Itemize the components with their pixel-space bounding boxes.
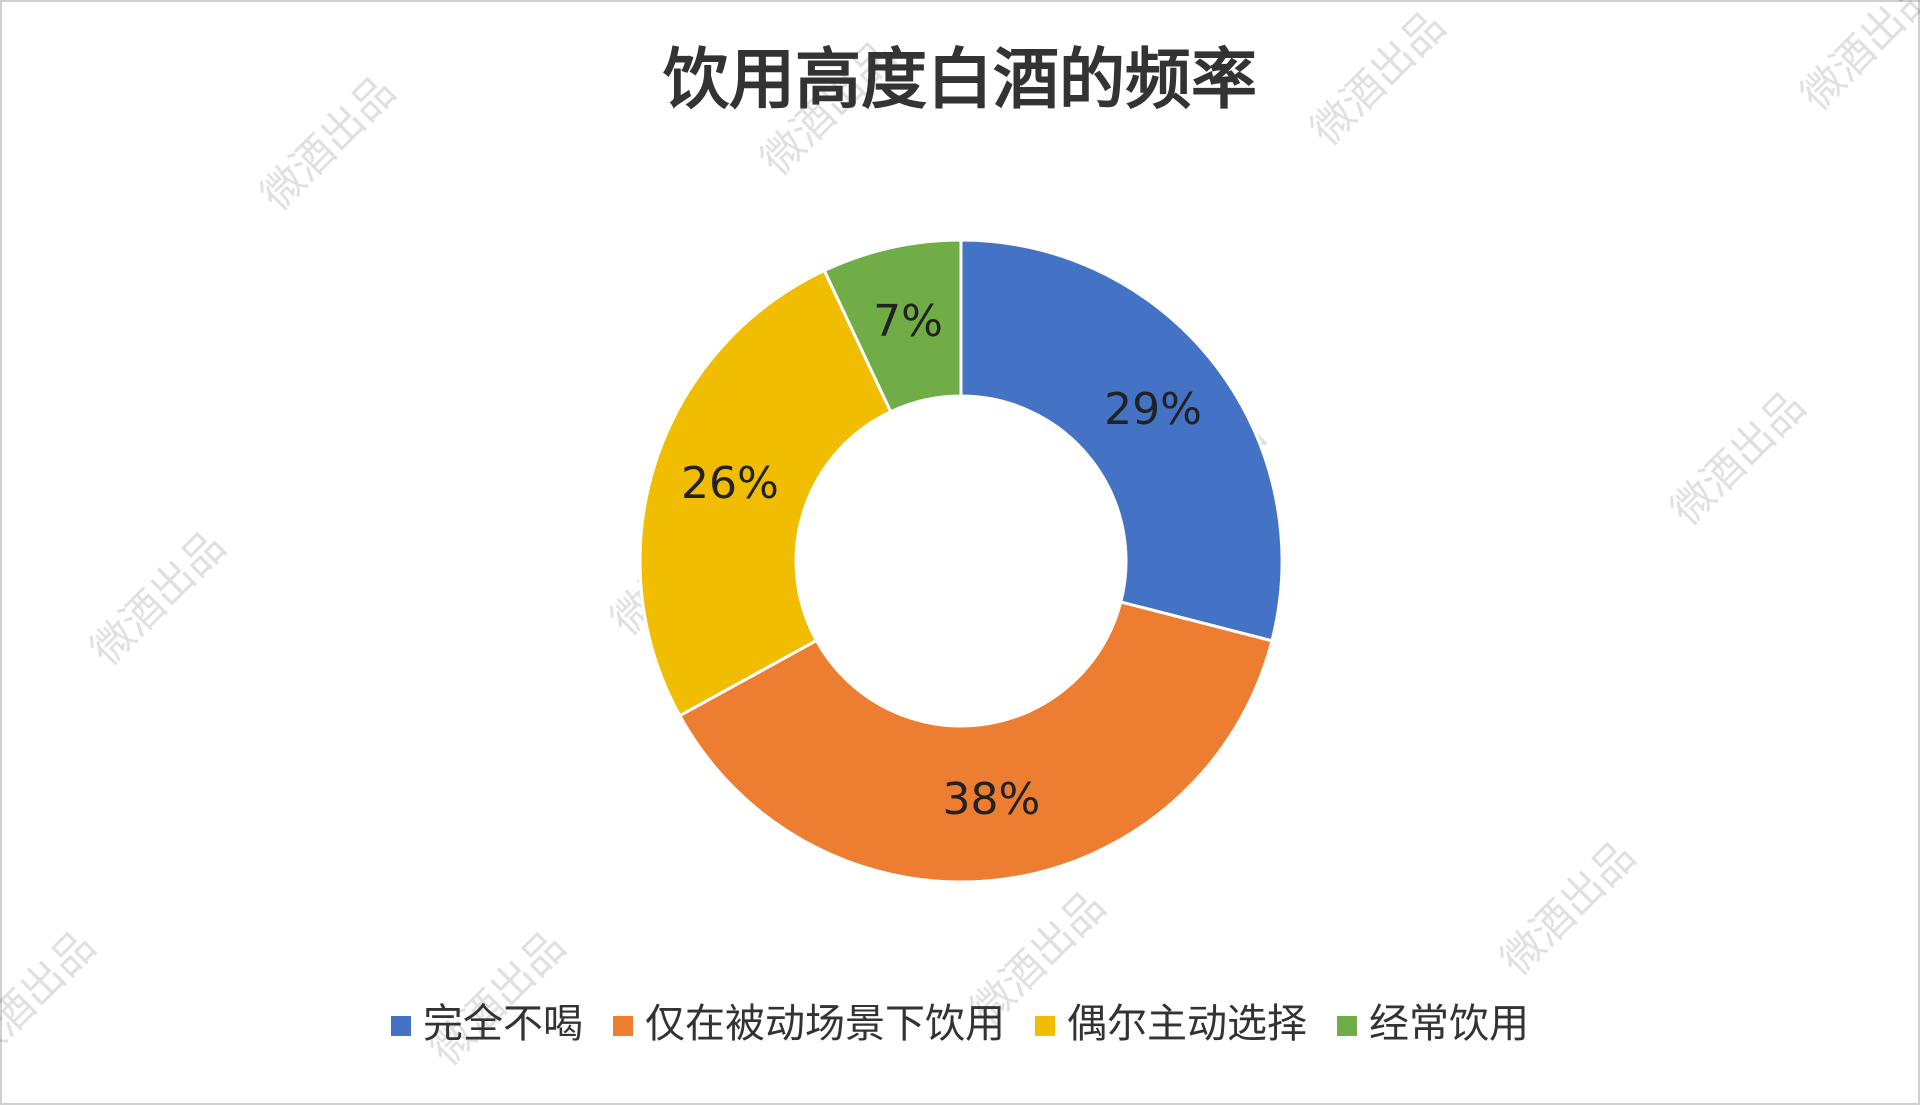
donut-slice (677, 600, 1274, 884)
legend-marker (391, 1016, 411, 1036)
data-label: 29% (1104, 384, 1202, 435)
legend-marker (1035, 1016, 1055, 1036)
legend-marker (613, 1016, 633, 1036)
legend-label: 完全不喝 (423, 1001, 583, 1047)
legend-label: 偶尔主动选择 (1067, 1001, 1307, 1047)
legend-label: 仅在被动场景下饮用 (645, 1001, 1005, 1047)
donut-slice (822, 238, 963, 414)
legend-marker (1337, 1016, 1357, 1036)
legend-label: 经常饮用 (1369, 1001, 1529, 1047)
data-label: 26% (681, 458, 779, 509)
data-label: 7% (873, 296, 943, 347)
donut-slice (638, 268, 893, 718)
chart-title: 饮用高度白酒的频率 (663, 41, 1257, 118)
legend: 完全不喝 仅在被动场景下饮用 偶尔主动选择 经常饮用 (391, 1001, 1529, 1047)
donut: 29% 38% 26% 7% (638, 238, 1284, 884)
donut-slice (959, 238, 1284, 643)
data-label: 38% (943, 774, 1041, 825)
